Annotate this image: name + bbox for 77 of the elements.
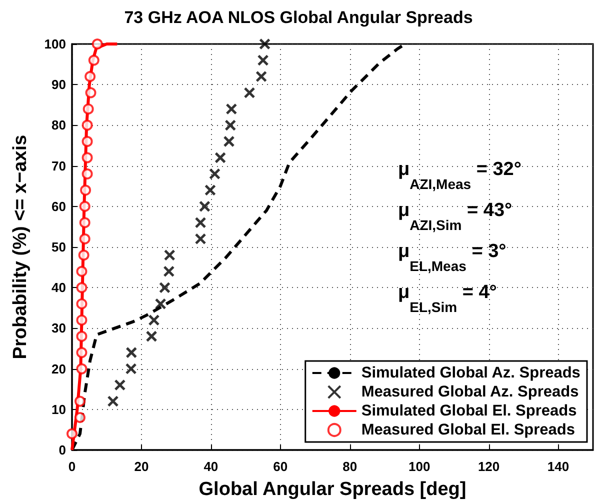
y-tick-label: 80 <box>52 118 66 133</box>
point <box>82 168 93 180</box>
point <box>82 136 93 147</box>
point <box>76 330 88 342</box>
y-tick-label: 90 <box>52 77 66 92</box>
point <box>198 200 210 212</box>
y-tick-label: 60 <box>52 198 66 214</box>
point <box>244 86 256 98</box>
y-tick-label: 100 <box>44 36 66 52</box>
point <box>66 428 78 440</box>
point <box>76 314 88 326</box>
point <box>194 216 206 228</box>
point <box>114 379 126 391</box>
point <box>223 136 235 148</box>
point <box>76 282 88 294</box>
point <box>194 233 206 245</box>
point <box>125 363 137 375</box>
point <box>259 38 271 50</box>
annotation: μEL,Sim = 4° <box>398 282 497 315</box>
y-tick-label: 50 <box>52 240 66 254</box>
point <box>163 266 175 278</box>
point <box>76 363 88 374</box>
point <box>92 38 103 50</box>
point <box>76 266 88 277</box>
chart-title: 73 GHz AOA NLOS Global Angular Spreads <box>124 8 473 27</box>
point <box>226 103 238 115</box>
legend-label: Measured Global Az. Spreads <box>361 384 579 400</box>
point <box>76 298 88 310</box>
point <box>79 217 90 228</box>
x-tick-label: 40 <box>204 459 218 474</box>
x-tick-label: 120 <box>478 459 500 474</box>
point <box>154 298 166 310</box>
point <box>148 314 160 326</box>
y-tick-label: 0 <box>58 442 66 458</box>
y-tick-label: 70 <box>52 158 66 174</box>
point <box>82 152 93 164</box>
y-tick-label: 20 <box>52 361 66 376</box>
y-tick-label: 30 <box>52 320 66 336</box>
x-tick-label: 20 <box>134 459 149 474</box>
point <box>214 152 226 164</box>
point <box>79 233 90 244</box>
point <box>224 119 236 131</box>
x-tick-label: 60 <box>273 459 288 474</box>
x-tick-label: 80 <box>342 459 358 474</box>
point <box>256 70 268 82</box>
point <box>82 120 93 131</box>
point <box>76 347 88 358</box>
point <box>82 103 94 114</box>
point <box>126 346 138 358</box>
point <box>74 412 86 424</box>
legend-label: Simulated Global Az. Spreads <box>361 364 580 382</box>
legend-label: Simulated Global El. Spreads <box>361 402 577 420</box>
point <box>78 250 90 261</box>
point <box>164 249 176 261</box>
point <box>107 396 119 408</box>
annotation: μAZI,Sim = 43° <box>398 200 512 233</box>
y-axis-title: Probability (%) <= x−axis <box>10 134 31 360</box>
point <box>79 200 90 212</box>
point <box>84 70 96 82</box>
annotation: μAZI,Meas = 32° <box>398 159 522 192</box>
annotation: μEL,Meas = 3° <box>398 241 506 274</box>
x-axis-title: Global Angular Spreads [deg] <box>198 479 466 500</box>
point <box>88 54 100 66</box>
x-tick-label: 140 <box>547 459 570 474</box>
x-tick-label: 0 <box>68 459 76 474</box>
x-tick-label: 100 <box>408 459 430 474</box>
point <box>74 396 86 407</box>
point <box>85 87 96 98</box>
point <box>80 184 92 196</box>
y-tick-label: 40 <box>52 280 66 296</box>
y-tick-label: 10 <box>52 402 66 417</box>
point <box>257 54 269 66</box>
legend-label: Measured Global El. Spreads <box>361 422 575 438</box>
point <box>158 282 170 294</box>
point <box>209 168 221 180</box>
point <box>204 184 216 196</box>
point <box>146 330 158 342</box>
